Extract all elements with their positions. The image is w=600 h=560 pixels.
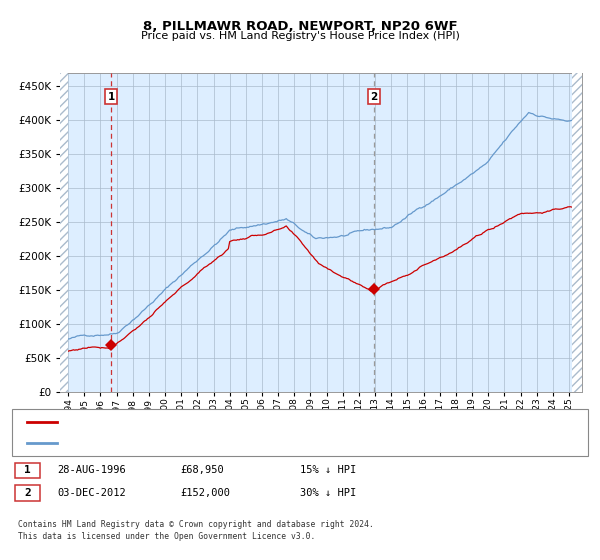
Text: Price paid vs. HM Land Registry's House Price Index (HPI): Price paid vs. HM Land Registry's House … bbox=[140, 31, 460, 41]
Text: 2: 2 bbox=[24, 488, 31, 498]
Text: This data is licensed under the Open Government Licence v3.0.: This data is licensed under the Open Gov… bbox=[18, 532, 316, 541]
Text: £68,950: £68,950 bbox=[180, 465, 224, 475]
Text: 8, PILLMAWR ROAD, NEWPORT, NP20 6WF: 8, PILLMAWR ROAD, NEWPORT, NP20 6WF bbox=[143, 20, 457, 32]
Bar bbox=[60, 73, 68, 392]
Text: 8, PILLMAWR ROAD, NEWPORT, NP20 6WF (detached house): 8, PILLMAWR ROAD, NEWPORT, NP20 6WF (det… bbox=[63, 417, 368, 427]
Text: 2: 2 bbox=[370, 92, 377, 101]
Text: HPI: Average price, detached house, Newport: HPI: Average price, detached house, Newp… bbox=[63, 438, 316, 448]
Text: Contains HM Land Registry data © Crown copyright and database right 2024.: Contains HM Land Registry data © Crown c… bbox=[18, 520, 374, 529]
Bar bbox=[572, 73, 582, 392]
Text: 15% ↓ HPI: 15% ↓ HPI bbox=[300, 465, 356, 475]
Text: 03-DEC-2012: 03-DEC-2012 bbox=[57, 488, 126, 498]
Text: £152,000: £152,000 bbox=[180, 488, 230, 498]
Text: 30% ↓ HPI: 30% ↓ HPI bbox=[300, 488, 356, 498]
Text: 1: 1 bbox=[24, 465, 31, 475]
Text: 28-AUG-1996: 28-AUG-1996 bbox=[57, 465, 126, 475]
Text: 1: 1 bbox=[107, 92, 115, 101]
